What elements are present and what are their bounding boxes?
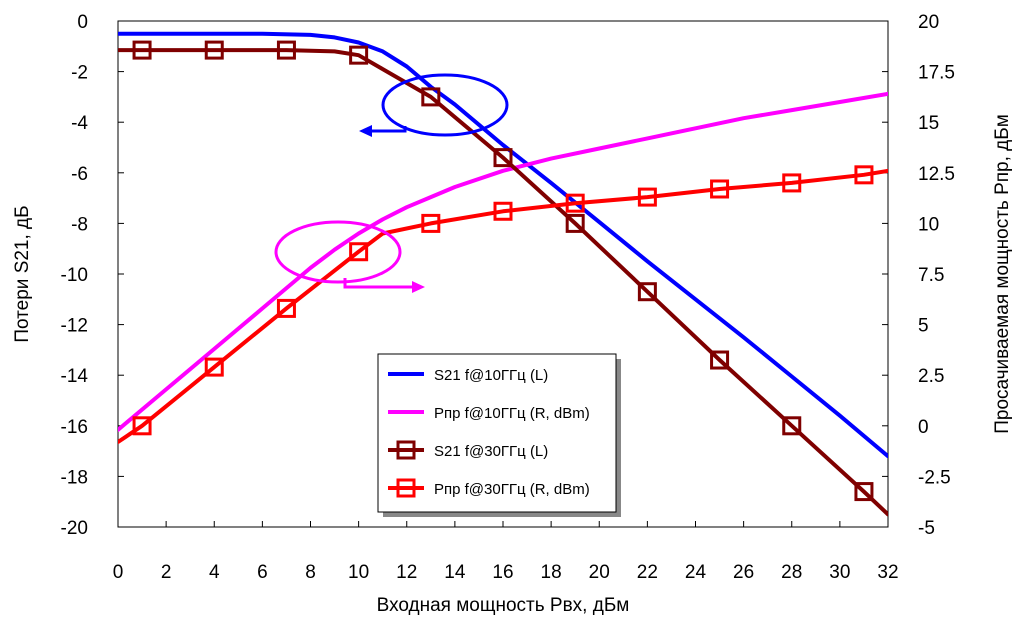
y-right-tick-label: -2.5 (918, 467, 951, 488)
data-point-marker (421, 213, 441, 233)
data-point-marker (421, 87, 441, 107)
data-point-marker (710, 179, 730, 199)
annotation-arrowhead-right (412, 281, 425, 293)
y-right-tick-label: -5 (918, 518, 935, 539)
x-tick-label: 6 (257, 562, 268, 583)
data-point-marker (854, 482, 874, 502)
annotation-layer (274, 73, 509, 293)
series-line-3 (118, 168, 888, 444)
data-point-marker (276, 298, 296, 318)
data-point-marker (782, 416, 802, 436)
y-left-tick-label: -16 (61, 417, 88, 438)
data-point-marker (349, 45, 369, 65)
x-tick-label: 4 (209, 562, 220, 583)
x-tick-label: 14 (444, 562, 466, 583)
x-tick-label: 28 (781, 562, 802, 583)
y-right-tick-label: 20 (918, 12, 939, 33)
legend-label: S21 f@30ГГц (L) (434, 443, 548, 460)
axes-layer: 0 2 4 6 8 10 12 14 16 18 20 22 24 26 28 30 320-2-4-6-8-1… (12, 12, 1013, 616)
y-right-tick-label: 17.5 (918, 63, 955, 84)
y-left-axis-title: Потери S21, дБ (12, 205, 33, 342)
y-left-tick-label: -2 (71, 63, 88, 84)
data-point-marker (710, 350, 730, 370)
x-tick-label: 10 (348, 562, 369, 583)
y-left-tick-label: -4 (71, 113, 88, 134)
annotation-arrow-left (372, 126, 407, 133)
y-left-tick-label: -8 (71, 214, 88, 235)
legend-swatch-marker (396, 478, 416, 498)
data-point-marker (132, 416, 152, 436)
legend-label: Pпр f@10ГГц (R, dBm) (434, 405, 590, 422)
series-line-0 (118, 31, 888, 459)
x-tick-label: 20 (589, 562, 610, 583)
data-point-marker (565, 193, 585, 213)
x-tick-label: 0 (113, 562, 124, 583)
annotation-ellipse-right (274, 220, 402, 284)
y-left-tick-label: -12 (61, 316, 88, 337)
x-tick-label: 26 (733, 562, 754, 583)
data-point-marker (565, 213, 585, 233)
y-left-tick-label: -14 (61, 366, 89, 387)
data-point-marker (349, 242, 369, 262)
data-point-marker (854, 165, 874, 185)
y-left-tick-label: -20 (61, 518, 88, 539)
data-point-marker (493, 201, 513, 221)
y-right-tick-label: 15 (918, 113, 939, 134)
x-tick-label: 32 (877, 562, 898, 583)
x-tick-label: 16 (492, 562, 513, 583)
legend-label: S21 f@10ГГц (L) (434, 367, 548, 384)
y-right-tick-label: 2.5 (918, 366, 944, 387)
data-point-marker (637, 282, 657, 302)
series-layer (118, 31, 888, 517)
y-right-tick-label: 5 (918, 316, 929, 337)
y-left-tick-label: -6 (71, 164, 88, 185)
annotation-ellipse-left (381, 73, 509, 137)
data-point-marker (204, 40, 224, 60)
x-tick-label: 12 (396, 562, 417, 583)
x-tick-label: 2 (161, 562, 172, 583)
legend-box (377, 353, 617, 513)
x-tick-label: 30 (829, 562, 850, 583)
y-right-tick-label: 7.5 (918, 265, 944, 286)
x-axis-title: Входная мощность Pвх, дБм (377, 595, 630, 616)
y-right-tick-label: 0 (918, 417, 929, 438)
y-right-tick-label: 10 (918, 214, 939, 235)
data-point-marker (493, 148, 513, 168)
data-point-marker (276, 40, 296, 60)
y-right-axis-title: Просачиваемая мощность Pпр, дБм (992, 114, 1013, 434)
y-left-tick-label: -18 (61, 467, 88, 488)
legend-swatch-marker (396, 440, 416, 460)
series-line-2 (118, 48, 888, 517)
y-left-tick-label: 0 (77, 12, 88, 33)
y-left-tick-label: -10 (61, 265, 88, 286)
y-right-tick-label: 12.5 (918, 164, 955, 185)
annotation-arrowhead-left (359, 125, 372, 137)
data-point-marker (204, 357, 224, 377)
data-point-marker (637, 187, 657, 207)
x-tick-label: 18 (541, 562, 562, 583)
legend: S21 f@10ГГц (L) Pпр f@10ГГц (R, dBm) S21 f… (377, 353, 621, 517)
x-tick-label: 24 (685, 562, 707, 583)
x-tick-label: 22 (637, 562, 658, 583)
annotation-arrow-right (343, 278, 412, 289)
data-point-marker (132, 40, 152, 60)
legend-label: Pпр f@30ГГц (R, dBm) (434, 481, 590, 498)
series-line-1 (118, 91, 888, 432)
x-tick-label: 8 (305, 562, 316, 583)
data-point-marker (782, 173, 802, 193)
